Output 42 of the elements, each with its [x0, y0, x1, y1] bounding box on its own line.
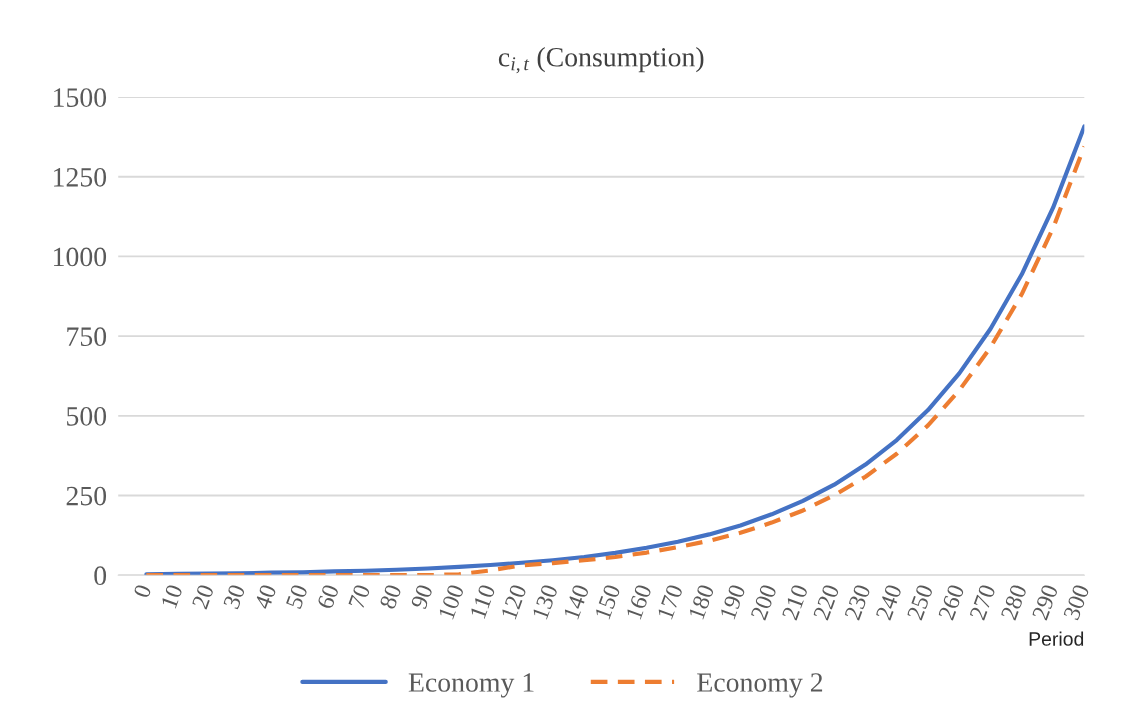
x-tick-label: 70: [348, 583, 371, 610]
x-tick-label: 160: [625, 583, 652, 620]
x-tick-label: 240: [875, 583, 902, 621]
x-tick-label: 230: [844, 583, 871, 621]
x-tick-label: 190: [719, 583, 746, 620]
x-tick-label: 120: [500, 583, 527, 620]
legend-label: Economy 1: [408, 673, 534, 698]
x-tick-label: 200: [750, 583, 777, 621]
x-tick-label: 100: [438, 583, 465, 620]
y-tick-label: 1000: [54, 247, 107, 267]
x-tick-label: 300: [1063, 583, 1090, 621]
x-tick-label: 40: [254, 583, 277, 611]
x-tick-label: 260: [938, 583, 965, 621]
y-tick-label: 1250: [54, 167, 107, 187]
x-tick-label: 110: [469, 583, 496, 619]
x-tick-label: 80: [379, 583, 402, 610]
x-tick-label: 20: [191, 583, 215, 610]
x-tick-label: 50: [285, 583, 308, 610]
y-tick-label: 1500: [54, 88, 107, 107]
x-tick-label: 290: [1031, 583, 1059, 621]
chart-title: c$_{i,t}$ (Consumption): [498, 47, 704, 74]
legend-label: Economy 2: [697, 673, 823, 698]
x-tick-label: 210: [781, 583, 809, 621]
x-tick-label: 150: [594, 583, 621, 620]
x-tick-label: 90: [410, 583, 434, 610]
x-axis-title: Period: [1029, 631, 1084, 646]
y-tick-label: 0: [94, 566, 107, 586]
x-tick-label: 0: [133, 583, 152, 599]
x-tick-label: 170: [657, 583, 684, 620]
x-tick-label: 140: [563, 583, 590, 620]
y-tick-label: 750: [67, 327, 107, 347]
x-tick-label: 250: [906, 583, 934, 621]
x-tick-label: 10: [160, 583, 183, 609]
x-tick-label: 270: [969, 583, 996, 621]
x-tick-label: 130: [532, 583, 559, 620]
x-tick-label: 30: [223, 583, 246, 610]
x-tick-label: 280: [1000, 583, 1028, 621]
x-tick-label: 220: [813, 583, 840, 621]
x-tick-label: 60: [316, 583, 340, 610]
y-tick-label: 500: [67, 406, 107, 426]
y-tick-label: 250: [66, 486, 107, 506]
x-tick-label: 180: [688, 583, 715, 620]
